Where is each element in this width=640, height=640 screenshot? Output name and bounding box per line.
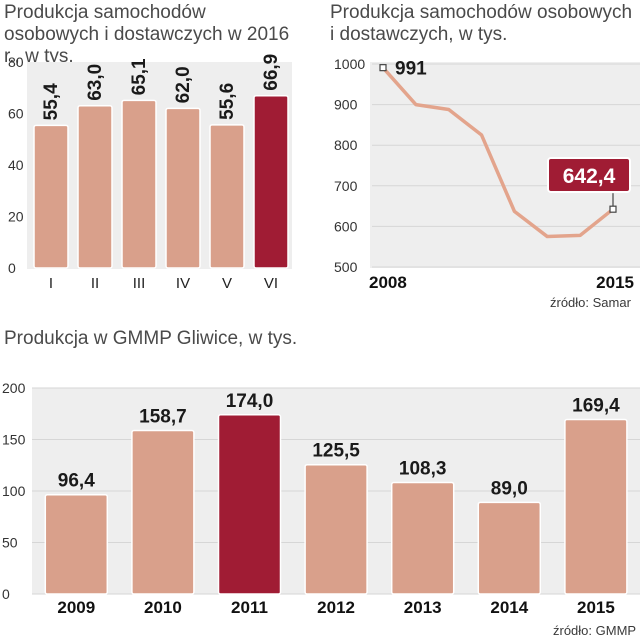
chart1-xtick: IV (176, 275, 190, 292)
chart3-bar (564, 418, 628, 595)
chart3-bar (477, 501, 542, 595)
chart2-xtick: 2015 (596, 273, 634, 292)
chart3-bar (44, 493, 109, 595)
chart3-value-label: 125,5 (312, 441, 360, 462)
chart2-ytick: 700 (334, 178, 358, 194)
chart2-title: Produkcja samochodów osobowych i dostawc… (330, 2, 633, 45)
chart2-end-marker (609, 205, 617, 213)
chart1-ytick: 0 (8, 260, 16, 276)
chart2-end-label-box (547, 157, 631, 193)
chart1-value-label: 63,0 (85, 64, 106, 101)
chart3-bar (131, 429, 195, 595)
chart1-xtick: II (91, 275, 99, 292)
chart1-value-label: 55,6 (217, 83, 238, 120)
chart3-xtick: 2009 (57, 598, 95, 617)
chart2-ytick: 500 (334, 259, 358, 275)
chart2-start-marker (379, 64, 387, 72)
chart2-source: źródło: Samar (550, 295, 631, 310)
chart3-bar (217, 414, 282, 595)
chart3-xtick: 2011 (231, 598, 268, 617)
chart1-ytick: 40 (8, 157, 24, 173)
chart3-source: źródło: GMMP (553, 623, 637, 638)
chart3-xtick: 2013 (404, 598, 442, 617)
chart3-title: Produkcja w GMMP Gliwice, w tys. (4, 328, 298, 349)
chart1-panel (27, 62, 292, 269)
chart1-ytick: 60 (8, 106, 24, 122)
chart1-bar (209, 124, 245, 269)
chart3-xtick: 2010 (144, 598, 182, 617)
chart1-bar (165, 107, 201, 269)
chart3-value-label: 108,3 (399, 458, 447, 479)
chart2-start-label: 991 (395, 59, 427, 80)
chart1-xtick: VI (264, 275, 278, 292)
chart2-ytick: 900 (334, 97, 358, 113)
chart1-bar (33, 124, 69, 269)
chart3-value-label: 174,0 (226, 391, 274, 412)
chart1-ytick: 80 (8, 54, 24, 70)
chart3-bar (304, 463, 368, 595)
chart1-xtick: I (49, 275, 53, 292)
chart1-value-label: 62,0 (173, 66, 194, 103)
chart1-value-label: 66,9 (261, 54, 282, 91)
chart2-xtick: 2008 (369, 273, 407, 292)
chart3-bar (390, 481, 455, 595)
chart3-xtick: 2015 (577, 598, 615, 617)
chart3-value-label: 89,0 (491, 478, 528, 499)
chart3-ytick: 100 (2, 483, 26, 499)
chart2-ytick: 600 (334, 218, 358, 234)
chart1-value-label: 55,4 (41, 83, 62, 120)
chart1-ytick: 20 (8, 209, 24, 225)
chart3-xtick: 2012 (317, 598, 355, 617)
chart3-ytick: 150 (2, 432, 26, 448)
chart3-ytick: 200 (2, 380, 26, 396)
chart3-value-label: 158,7 (139, 407, 187, 428)
chart2-end-label: 642,4 (563, 165, 616, 188)
chart1-bar (121, 99, 157, 269)
chart3-ytick: 50 (2, 535, 18, 551)
chart3-xtick: 2014 (490, 598, 528, 617)
chart3-ytick: 0 (2, 586, 10, 602)
chart1-xtick: V (222, 275, 232, 292)
chart2-ytick: 800 (334, 137, 358, 153)
chart2-ytick: 1000 (334, 56, 365, 72)
chart1-title: Produkcja samochodów osobowych i dostawc… (4, 2, 290, 67)
chart3-value-label: 169,4 (572, 396, 620, 417)
chart1-bar (77, 105, 113, 269)
chart3-value-label: 96,4 (58, 471, 95, 492)
chart2-series-line (381, 65, 615, 239)
chart1-value-label: 65,1 (129, 58, 150, 95)
chart1-xtick: III (133, 275, 146, 292)
chart1-bar (253, 94, 289, 269)
